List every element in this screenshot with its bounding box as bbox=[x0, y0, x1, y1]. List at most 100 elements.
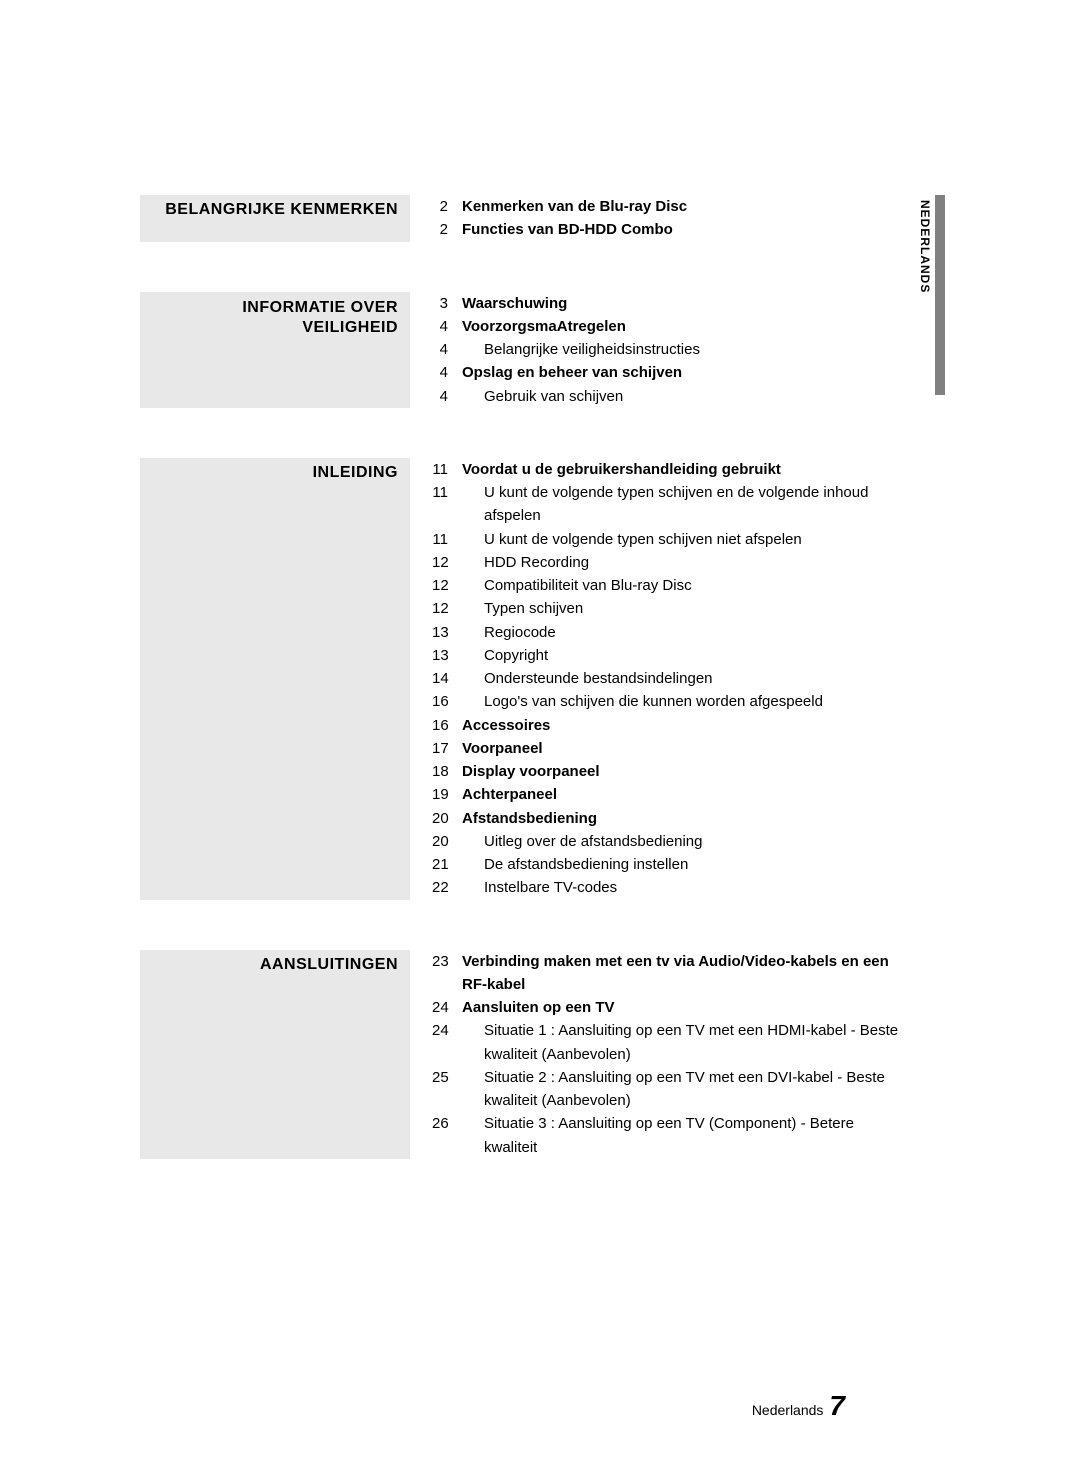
page-footer: Nederlands 7 bbox=[752, 1390, 845, 1422]
toc-row: 21De afstandsbediening instellen bbox=[432, 853, 910, 876]
toc-entry-text: Achterpaneel bbox=[462, 783, 910, 806]
toc-entry-text: Regiocode bbox=[462, 621, 910, 644]
toc-content: BELANGRIJKE KENMERKEN2Kenmerken van de B… bbox=[140, 195, 910, 1209]
toc-row: 24Situatie 1 : Aansluiting op een TV met… bbox=[432, 1019, 910, 1066]
toc-row: 12HDD Recording bbox=[432, 551, 910, 574]
toc-row: 4VoorzorgsmaAtregelen bbox=[432, 315, 910, 338]
toc-entry-text: VoorzorgsmaAtregelen bbox=[462, 315, 910, 338]
toc-page-number: 12 bbox=[432, 574, 462, 597]
toc-row: 4Belangrijke veiligheidsinstructies bbox=[432, 338, 910, 361]
toc-entry-text: Situatie 1 : Aansluiting op een TV met e… bbox=[462, 1019, 910, 1066]
toc-row: 18Display voorpaneel bbox=[432, 760, 910, 783]
side-tab-dark bbox=[935, 195, 945, 395]
toc-row: 26Situatie 3 : Aansluiting op een TV (Co… bbox=[432, 1112, 910, 1159]
toc-page-number: 20 bbox=[432, 830, 462, 853]
footer-language: Nederlands bbox=[752, 1402, 824, 1418]
toc-page-number: 2 bbox=[432, 218, 462, 241]
toc-page-number: 16 bbox=[432, 714, 462, 737]
toc-entry-text: Functies van BD-HDD Combo bbox=[462, 218, 910, 241]
toc-section: AANSLUITINGEN 23Verbinding maken met een … bbox=[140, 950, 910, 1159]
toc-page-number: 20 bbox=[432, 807, 462, 830]
language-tab-label: NEDERLANDS bbox=[918, 200, 932, 293]
toc-row: 16Logo's van schijven die kunnen worden … bbox=[432, 690, 910, 713]
toc-row: 12Typen schijven bbox=[432, 597, 910, 620]
section-title: INLEIDING bbox=[140, 458, 410, 900]
toc-section: BELANGRIJKE KENMERKEN2Kenmerken van de B… bbox=[140, 195, 910, 242]
toc-page-number: 13 bbox=[432, 644, 462, 667]
toc-row: 17Voorpaneel bbox=[432, 737, 910, 760]
toc-page-number: 4 bbox=[432, 338, 462, 361]
toc-page-number: 11 bbox=[432, 481, 462, 528]
toc-row: 25Situatie 2 : Aansluiting op een TV met… bbox=[432, 1066, 910, 1113]
toc-section: INLEIDING11Voordat u de gebruikershandle… bbox=[140, 458, 910, 900]
toc-entry-text: U kunt de volgende typen schijven en de … bbox=[462, 481, 910, 528]
toc-page-number: 17 bbox=[432, 737, 462, 760]
toc-row: 20Afstandsbediening bbox=[432, 807, 910, 830]
toc-page-number: 16 bbox=[432, 690, 462, 713]
toc-entry-text: Voordat u de gebruikershandleiding gebru… bbox=[462, 458, 910, 481]
toc-page-number: 11 bbox=[432, 458, 462, 481]
toc-entry-text: Kenmerken van de Blu-ray Disc bbox=[462, 195, 910, 218]
toc-entry-text: Copyright bbox=[462, 644, 910, 667]
toc-entry-text: Waarschuwing bbox=[462, 292, 910, 315]
toc-page-number: 21 bbox=[432, 853, 462, 876]
toc-row: 11Voordat u de gebruikershandleiding geb… bbox=[432, 458, 910, 481]
toc-page-number: 19 bbox=[432, 783, 462, 806]
toc-row: 11U kunt de volgende typen schijven niet… bbox=[432, 528, 910, 551]
toc-entry-text: Ondersteunde bestandsindelingen bbox=[462, 667, 910, 690]
toc-page-number: 22 bbox=[432, 876, 462, 899]
section-title: AANSLUITINGEN bbox=[140, 950, 410, 1159]
section-title: BELANGRIJKE KENMERKEN bbox=[140, 195, 410, 242]
toc-page-number: 11 bbox=[432, 528, 462, 551]
section-title: INFORMATIE OVERVEILIGHEID bbox=[140, 292, 410, 408]
toc-entry-text: Uitleg over de afstandsbediening bbox=[462, 830, 910, 853]
toc-entry-text: De afstandsbediening instellen bbox=[462, 853, 910, 876]
toc-entry-text: Accessoires bbox=[462, 714, 910, 737]
toc-page-number: 25 bbox=[432, 1066, 462, 1113]
toc-entry-text: U kunt de volgende typen schijven niet a… bbox=[462, 528, 910, 551]
toc-row: 11U kunt de volgende typen schijven en d… bbox=[432, 481, 910, 528]
toc-page-number: 12 bbox=[432, 597, 462, 620]
section-items: 2Kenmerken van de Blu-ray Disc2Functies … bbox=[410, 195, 910, 242]
toc-row: 2Kenmerken van de Blu-ray Disc bbox=[432, 195, 910, 218]
toc-entry-text: Opslag en beheer van schijven bbox=[462, 361, 910, 384]
toc-row: 22Instelbare TV-codes bbox=[432, 876, 910, 899]
section-items: 11Voordat u de gebruikershandleiding geb… bbox=[410, 458, 910, 900]
toc-entry-text: Situatie 3 : Aansluiting op een TV (Comp… bbox=[462, 1112, 910, 1159]
toc-row: 13Regiocode bbox=[432, 621, 910, 644]
toc-row: 13Copyright bbox=[432, 644, 910, 667]
section-items: 3Waarschuwing4VoorzorgsmaAtregelen4Belan… bbox=[410, 292, 910, 408]
toc-entry-text: Display voorpaneel bbox=[462, 760, 910, 783]
toc-row: 14Ondersteunde bestandsindelingen bbox=[432, 667, 910, 690]
toc-page-number: 24 bbox=[432, 1019, 462, 1066]
toc-row: 20Uitleg over de afstandsbediening bbox=[432, 830, 910, 853]
toc-entry-text: Typen schijven bbox=[462, 597, 910, 620]
toc-section: INFORMATIE OVERVEILIGHEID3Waarschuwing4V… bbox=[140, 292, 910, 408]
toc-entry-text: Aansluiten op een TV bbox=[462, 996, 910, 1019]
toc-page-number: 12 bbox=[432, 551, 462, 574]
toc-entry-text: Belangrijke veiligheidsinstructies bbox=[462, 338, 910, 361]
toc-page-number: 13 bbox=[432, 621, 462, 644]
toc-row: 4Opslag en beheer van schijven bbox=[432, 361, 910, 384]
toc-entry-text: Gebruik van schijven bbox=[462, 385, 910, 408]
toc-row: 16Accessoires bbox=[432, 714, 910, 737]
toc-row: 19Achterpaneel bbox=[432, 783, 910, 806]
section-items: 23Verbinding maken met een tv via Audio/… bbox=[410, 950, 910, 1159]
toc-entry-text: Situatie 2 : Aansluiting op een TV met e… bbox=[462, 1066, 910, 1113]
toc-page-number: 3 bbox=[432, 292, 462, 315]
toc-row: 12Compatibiliteit van Blu-ray Disc bbox=[432, 574, 910, 597]
toc-row: 2Functies van BD-HDD Combo bbox=[432, 218, 910, 241]
toc-entry-text: Logo's van schijven die kunnen worden af… bbox=[462, 690, 910, 713]
toc-page-number: 26 bbox=[432, 1112, 462, 1159]
toc-row: 24Aansluiten op een TV bbox=[432, 996, 910, 1019]
toc-entry-text: Compatibiliteit van Blu-ray Disc bbox=[462, 574, 910, 597]
footer-page-number: 7 bbox=[829, 1390, 845, 1422]
toc-entry-text: Verbinding maken met een tv via Audio/Vi… bbox=[462, 950, 910, 997]
toc-page-number: 2 bbox=[432, 195, 462, 218]
toc-page-number: 18 bbox=[432, 760, 462, 783]
toc-entry-text: HDD Recording bbox=[462, 551, 910, 574]
toc-page-number: 14 bbox=[432, 667, 462, 690]
toc-row: 4Gebruik van schijven bbox=[432, 385, 910, 408]
toc-page-number: 24 bbox=[432, 996, 462, 1019]
toc-row: 23Verbinding maken met een tv via Audio/… bbox=[432, 950, 910, 997]
